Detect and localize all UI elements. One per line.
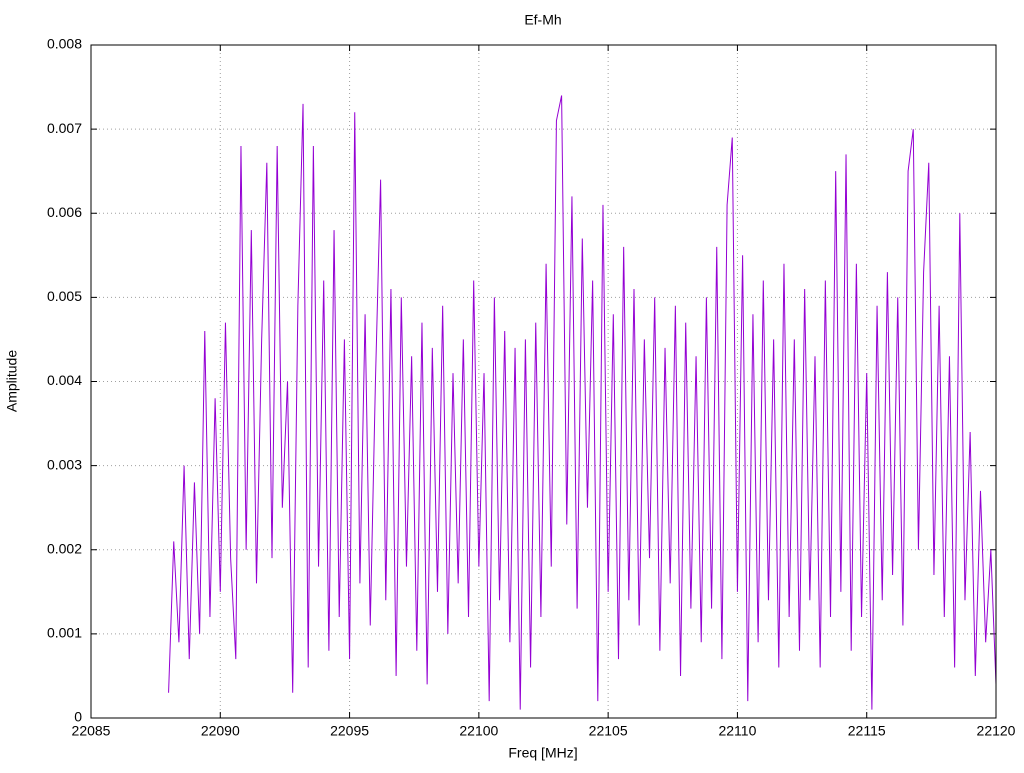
- y-tick-label: 0.003: [47, 456, 82, 472]
- y-tick-label: 0.002: [47, 540, 82, 556]
- y-axis-label: Amplitude: [4, 350, 20, 412]
- plot-border: [90, 44, 997, 719]
- x-axis-label: Freq [MHz]: [508, 745, 577, 761]
- x-tick-label: 22110: [718, 723, 756, 739]
- y-tick-label: 0.008: [47, 36, 82, 52]
- y-tick-label: 0.001: [47, 625, 82, 641]
- y-tick-label: 0.007: [47, 120, 82, 136]
- y-tick-label: 0.004: [47, 372, 82, 388]
- x-tick-label: 22100: [459, 723, 498, 739]
- y-tick-label: 0.006: [47, 204, 82, 220]
- x-tick-label: 22115: [848, 723, 886, 739]
- x-tick-label: 22095: [330, 723, 369, 739]
- y-tick-label: 0.005: [47, 288, 82, 304]
- x-tick-label: 22085: [72, 723, 111, 739]
- x-tick-label: 22105: [589, 723, 628, 739]
- data-line: [168, 95, 997, 710]
- x-tick-label: 22090: [201, 723, 240, 739]
- y-tick-label: 0: [74, 709, 82, 725]
- chart-title: Ef-Mh: [524, 12, 561, 28]
- x-tick-label: 22120: [977, 723, 1016, 739]
